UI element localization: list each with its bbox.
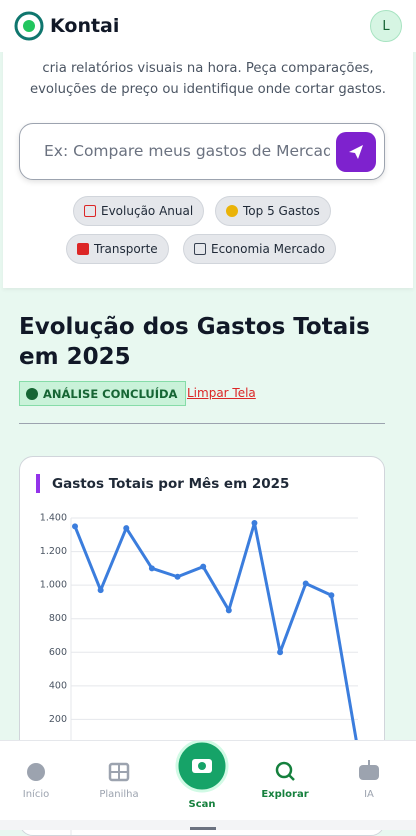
chart-title: Gastos Totais por Mês em 2025 <box>52 476 289 492</box>
nav-icons <box>27 741 379 793</box>
data-point <box>97 587 104 594</box>
badge-text: ANÁLISE CONCLUÍDA <box>43 386 178 401</box>
bottom-nav: Início Planilha Scan Explorar IA <box>0 740 416 820</box>
assistant-panel: cria relatórios visuais na hora. Peça co… <box>3 40 413 288</box>
system-bar <box>0 820 416 830</box>
y-tick-label: 1.200 <box>40 546 67 557</box>
y-tick-label: 200 <box>49 714 67 725</box>
data-line <box>73 521 359 745</box>
nav-item[interactable]: Planilha <box>99 789 139 800</box>
avatar[interactable]: L <box>370 10 402 42</box>
brand: Kontai <box>50 15 120 37</box>
divider <box>19 423 385 424</box>
nav-item[interactable]: Scan <box>188 799 216 810</box>
data-point <box>225 607 232 614</box>
data-point <box>123 525 130 532</box>
data-point <box>72 523 78 530</box>
data-point <box>251 520 258 527</box>
data-point <box>174 573 181 580</box>
chip[interactable]: Transporte <box>66 234 169 264</box>
nav-item[interactable]: Início <box>22 789 50 800</box>
prompt-input[interactable]: Ex: Compare meus gastos de Mercado <box>19 123 385 180</box>
nav-item[interactable]: IA <box>364 789 374 800</box>
y-tick-label: 400 <box>49 680 67 691</box>
placeholder: Ex: Compare meus gastos de Mercado <box>44 142 330 160</box>
chip[interactable]: Top 5 Gastos <box>215 196 331 226</box>
chip-label: Evolução Anual <box>101 204 194 218</box>
data-point <box>302 580 309 587</box>
status-badge: ANÁLISE CONCLUÍDA <box>19 381 187 406</box>
data-point <box>200 563 207 570</box>
y-tick-label: 600 <box>49 647 67 658</box>
y-tick-label: 800 <box>49 613 67 624</box>
chip-label: Top 5 Gastos <box>243 204 320 218</box>
y-tick-label: 1.400 <box>40 513 67 524</box>
clear-link[interactable]: Limpar Tela <box>187 386 256 400</box>
send-button[interactable] <box>336 132 376 172</box>
header: Kontai L <box>0 0 416 52</box>
intro-text: cria relatórios visuais na hora. Peça co… <box>30 61 386 97</box>
data-point <box>148 565 155 572</box>
logo <box>14 11 44 41</box>
y-tick-label: 1.000 <box>40 580 67 591</box>
chip-label: Transporte <box>94 242 158 256</box>
data-point <box>328 592 335 599</box>
chip-label: Economia Mercado <box>211 242 325 256</box>
nav-item[interactable]: Explorar <box>261 789 309 800</box>
chip[interactable]: Evolução Anual <box>73 196 205 226</box>
chart: Gastos Totais por Mês em 2025 200 400 600 8… <box>36 474 360 835</box>
data-point <box>277 649 284 656</box>
send-icon <box>349 145 363 159</box>
chip[interactable]: Economia Mercado <box>183 234 336 264</box>
title-accent <box>36 474 40 493</box>
section-title: Evolução dos Gastos Totais em 2025 <box>19 314 370 370</box>
